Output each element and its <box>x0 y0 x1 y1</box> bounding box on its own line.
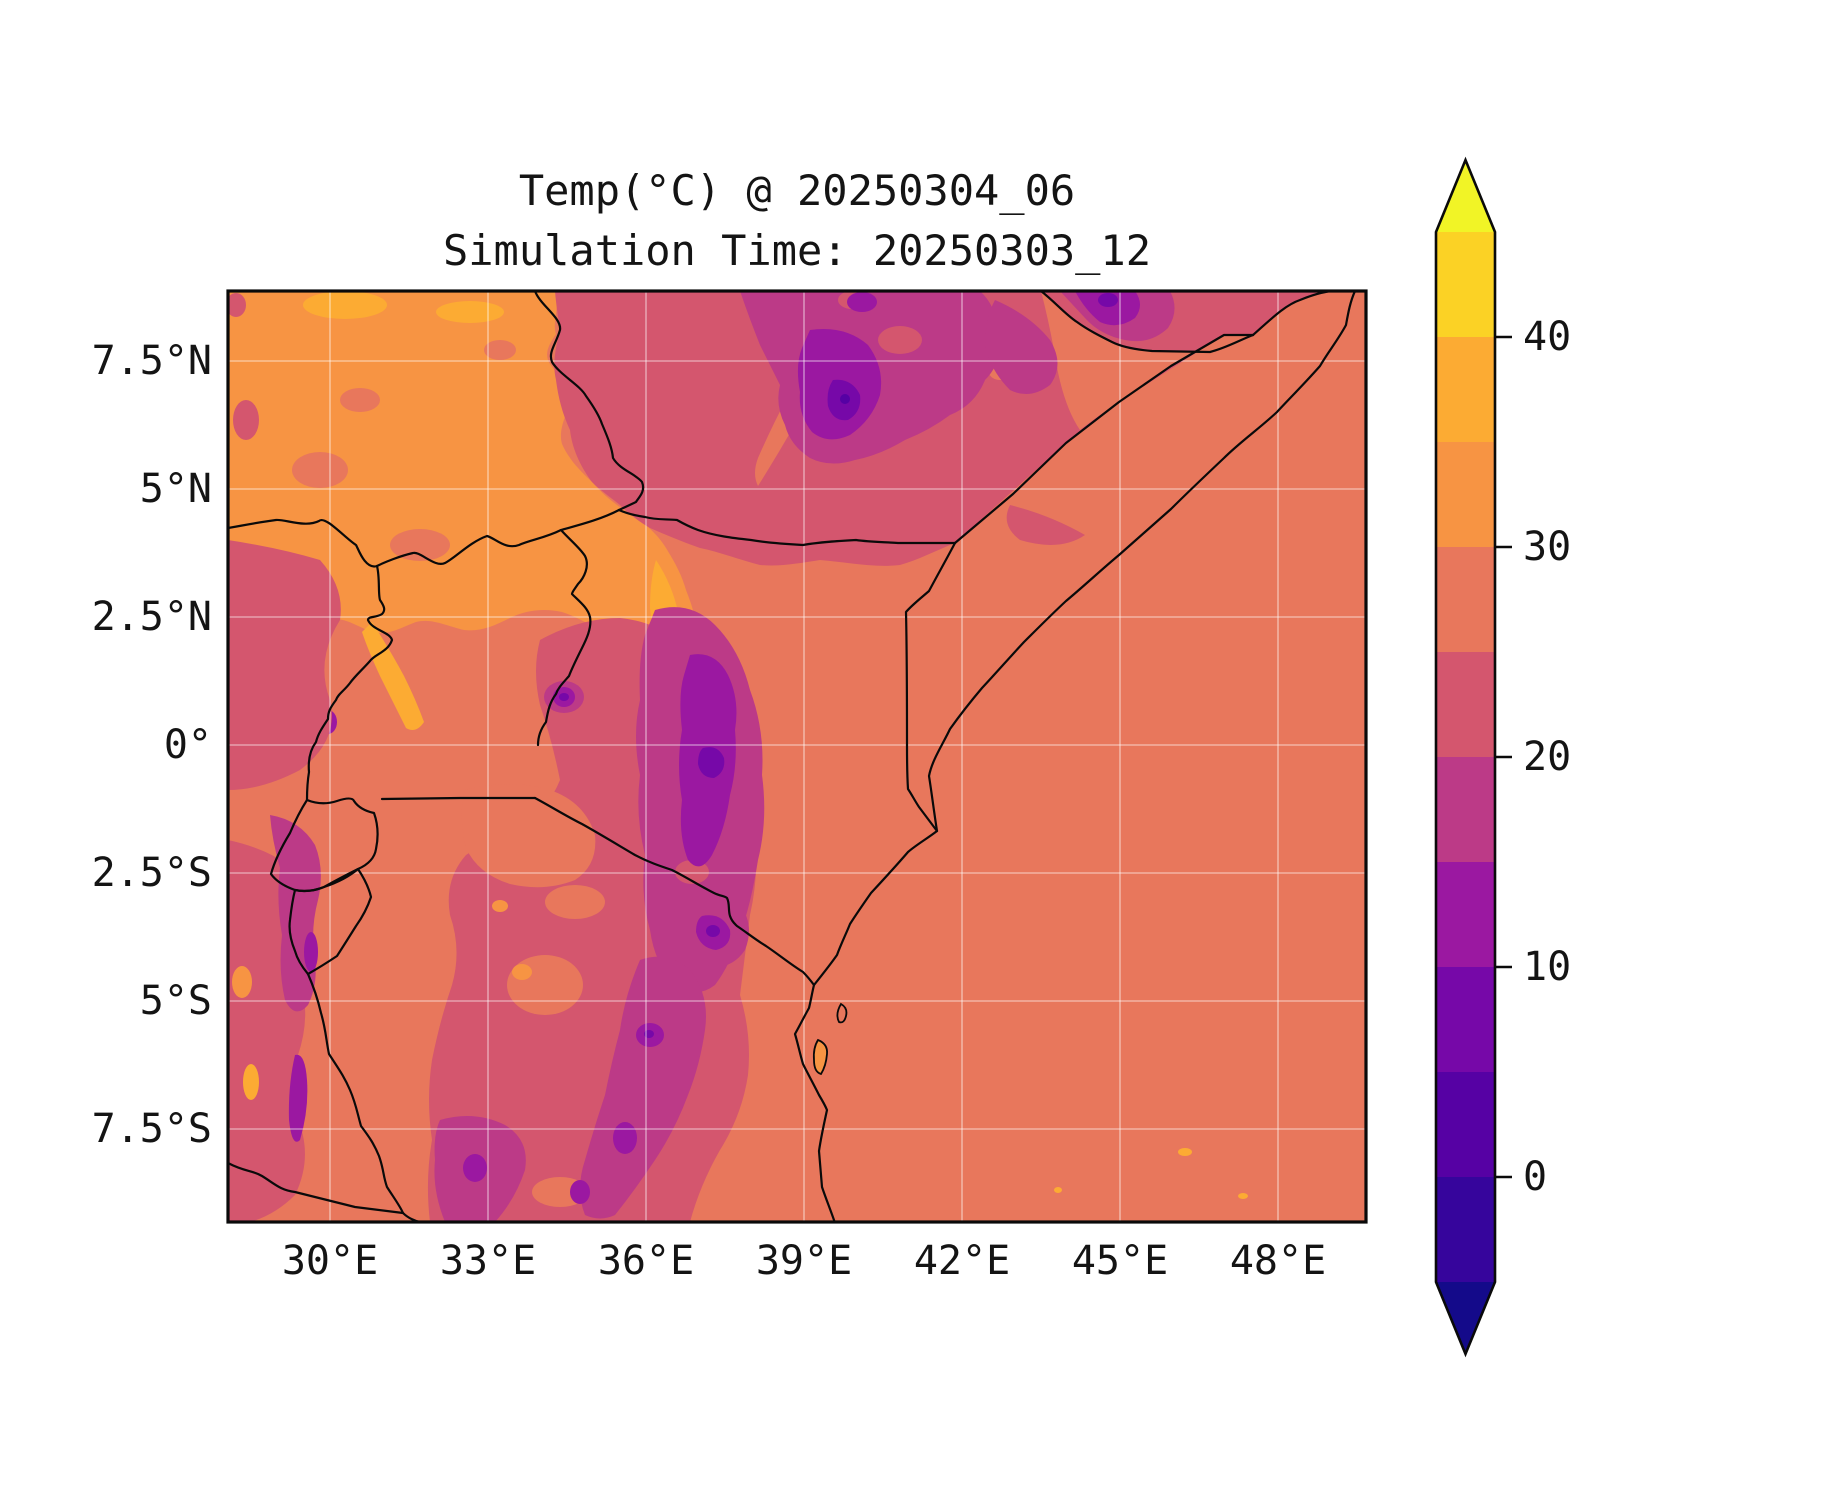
field-patch <box>613 1122 637 1154</box>
x-tick-39E: 39°E <box>755 1238 853 1284</box>
field-fleck <box>1054 1187 1062 1193</box>
colorbar-seg-5-10 <box>1436 967 1495 1072</box>
border-ethiopia-kenya <box>617 508 957 547</box>
colorbar-seg-15-20 <box>1436 757 1495 862</box>
field-top-violet <box>1098 293 1118 307</box>
colorbar-label-30: 30 <box>1523 524 1572 570</box>
field-patch <box>570 1180 590 1204</box>
field-patch <box>340 388 380 412</box>
field-patch <box>232 966 252 998</box>
map-frame <box>226 289 1368 1224</box>
field-patch <box>304 932 318 972</box>
field-hot-patch <box>303 291 387 319</box>
pemba-island <box>836 1002 848 1024</box>
plot-title-line1: Temp(°C) @ 20250304_06 <box>518 166 1076 215</box>
field-somalia-tongue-20-25 <box>1006 505 1085 545</box>
colorbar-outline <box>1434 156 1497 1358</box>
field-kilimanjaro-core <box>706 925 720 937</box>
border-tanganyika <box>306 972 422 1222</box>
field-patch <box>512 964 532 980</box>
field-patch <box>507 955 583 1015</box>
x-tick-33E: 33°E <box>439 1238 537 1284</box>
border-burundi <box>288 867 373 976</box>
field-nsomalia-25-30 <box>1041 291 1253 430</box>
field-albert-rift-35-40 <box>362 622 424 730</box>
plot-title-line2: Simulation Time: 20250303_12 <box>442 226 1151 275</box>
x-tick-45E: 45°E <box>1071 1238 1169 1284</box>
colorbar-seg-20-25 <box>1436 652 1495 757</box>
border-uganda-drc <box>305 564 394 802</box>
colorbar-label-20: 20 <box>1523 734 1572 780</box>
field-patch <box>233 400 259 440</box>
colorbar-seg-0-5 <box>1436 1072 1495 1177</box>
field-patch <box>228 293 246 317</box>
border-kenya-uganda <box>536 528 592 747</box>
x-tick-48E: 48°E <box>1229 1238 1327 1284</box>
colorbar-ticks <box>1495 335 1512 1179</box>
field-patch <box>847 292 877 312</box>
colorbar-label-10: 10 <box>1523 944 1572 990</box>
graticule <box>228 291 1366 1222</box>
field-patch <box>243 1064 259 1100</box>
field-tanganyika-streak <box>288 1054 308 1142</box>
field-patch <box>644 1030 654 1038</box>
colorbar-seg-25-30 <box>1436 547 1495 652</box>
colorbar-seg-10-15 <box>1436 862 1495 967</box>
y-tick-2.5S: 2.5°S <box>91 850 212 896</box>
field-patch <box>463 1154 487 1182</box>
colorbar-label-0: 0 <box>1523 1154 1548 1200</box>
border-uganda-tanzania <box>380 796 537 801</box>
y-tick-5N: 5°N <box>139 466 212 512</box>
field-eth-core-0-5 <box>840 394 850 404</box>
islands <box>812 1002 848 1076</box>
field-west-upper-20-25 <box>228 540 341 790</box>
x-tick-42E: 42°E <box>913 1238 1011 1284</box>
field-lake-victoria-25-30 <box>461 784 596 888</box>
field-patch <box>390 529 450 561</box>
colorbar-seg-35-40 <box>1436 337 1495 442</box>
field-elgon-core <box>559 693 569 701</box>
temperature-field <box>228 291 1366 1222</box>
zanzibar-island <box>812 1038 828 1076</box>
field-hot-patch <box>436 301 504 323</box>
border-kenya-somalia <box>904 541 957 833</box>
x-tick-30E: 30°E <box>281 1238 379 1284</box>
field-mt-kenya-5-10 <box>698 747 725 778</box>
border-somaliland-west <box>1039 291 1255 354</box>
x-tick-36E: 36°E <box>597 1238 695 1284</box>
coastline <box>793 291 1357 1222</box>
colorbar-seg-30-35 <box>1436 442 1495 547</box>
field-fleck <box>1178 1148 1192 1156</box>
field-fleck <box>1238 1193 1248 1199</box>
y-tick-7.5S: 7.5°S <box>91 1106 212 1152</box>
colorbar-seg-m5-0 <box>1436 1177 1495 1282</box>
field-top-purple <box>1075 291 1140 326</box>
colorbar-label-40: 40 <box>1523 314 1572 360</box>
field-patch <box>292 452 348 488</box>
field-patch <box>878 326 922 354</box>
colorbar <box>1434 156 1512 1358</box>
field-eth-highland-ne-15-20 <box>985 300 1058 394</box>
field-patch <box>484 340 516 360</box>
y-tick-5S: 5°S <box>139 978 212 1024</box>
colorbar-seg-40-45 <box>1436 232 1495 337</box>
border-ssudan-ethiopia <box>533 291 645 512</box>
border-kenya-tanzania <box>533 796 816 987</box>
field-patch <box>492 900 508 912</box>
border-ethiopia-somalia <box>953 333 1255 545</box>
field-eastern-arc-15-20 <box>580 956 706 1219</box>
colorbar-arrow-bottom <box>1436 1282 1495 1354</box>
y-tick-2.5N: 2.5°N <box>91 594 212 640</box>
y-tick-7.5N: 7.5°N <box>91 338 212 384</box>
country-borders <box>228 291 1357 1222</box>
field-patch <box>545 885 605 919</box>
colorbar-arrow-top <box>1436 160 1495 232</box>
y-tick-0: 0° <box>163 722 212 768</box>
border-ssudan-uganda-drc <box>228 508 621 568</box>
border-zambia <box>228 1161 405 1215</box>
